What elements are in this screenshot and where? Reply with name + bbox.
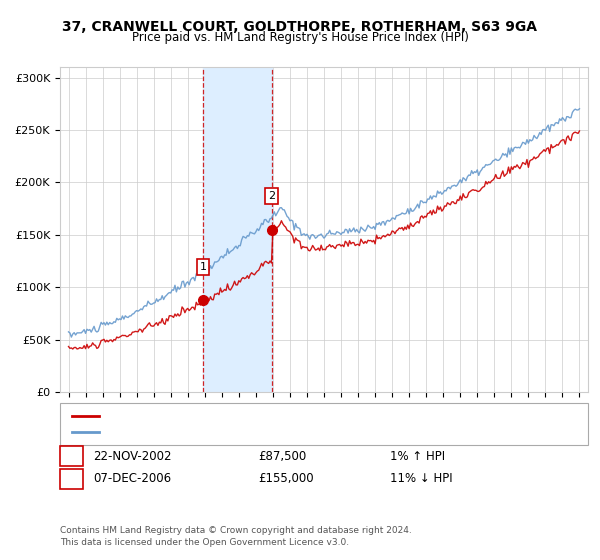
Text: 07-DEC-2006: 07-DEC-2006: [93, 472, 171, 486]
Text: 22-NOV-2002: 22-NOV-2002: [93, 450, 172, 463]
Text: 2: 2: [67, 472, 76, 486]
Text: £87,500: £87,500: [258, 450, 306, 463]
Text: 11% ↓ HPI: 11% ↓ HPI: [390, 472, 452, 486]
Text: 37, CRANWELL COURT, GOLDTHORPE, ROTHERHAM, S63 9GA: 37, CRANWELL COURT, GOLDTHORPE, ROTHERHA…: [62, 20, 538, 34]
Text: 2: 2: [268, 191, 275, 201]
Text: 1: 1: [67, 450, 76, 463]
Text: Price paid vs. HM Land Registry's House Price Index (HPI): Price paid vs. HM Land Registry's House …: [131, 31, 469, 44]
Text: 1: 1: [200, 262, 206, 272]
Bar: [203, 67, 272, 392]
Text: HPI: Average price, detached house, Barnsley: HPI: Average price, detached house, Barn…: [105, 427, 328, 437]
Text: 1% ↑ HPI: 1% ↑ HPI: [390, 450, 445, 463]
Text: £155,000: £155,000: [258, 472, 314, 486]
Text: Contains HM Land Registry data © Crown copyright and database right 2024.
This d: Contains HM Land Registry data © Crown c…: [60, 526, 412, 547]
Text: 37, CRANWELL COURT, GOLDTHORPE, ROTHERHAM, S63 9GA (detached house): 37, CRANWELL COURT, GOLDTHORPE, ROTHERHA…: [105, 410, 495, 421]
